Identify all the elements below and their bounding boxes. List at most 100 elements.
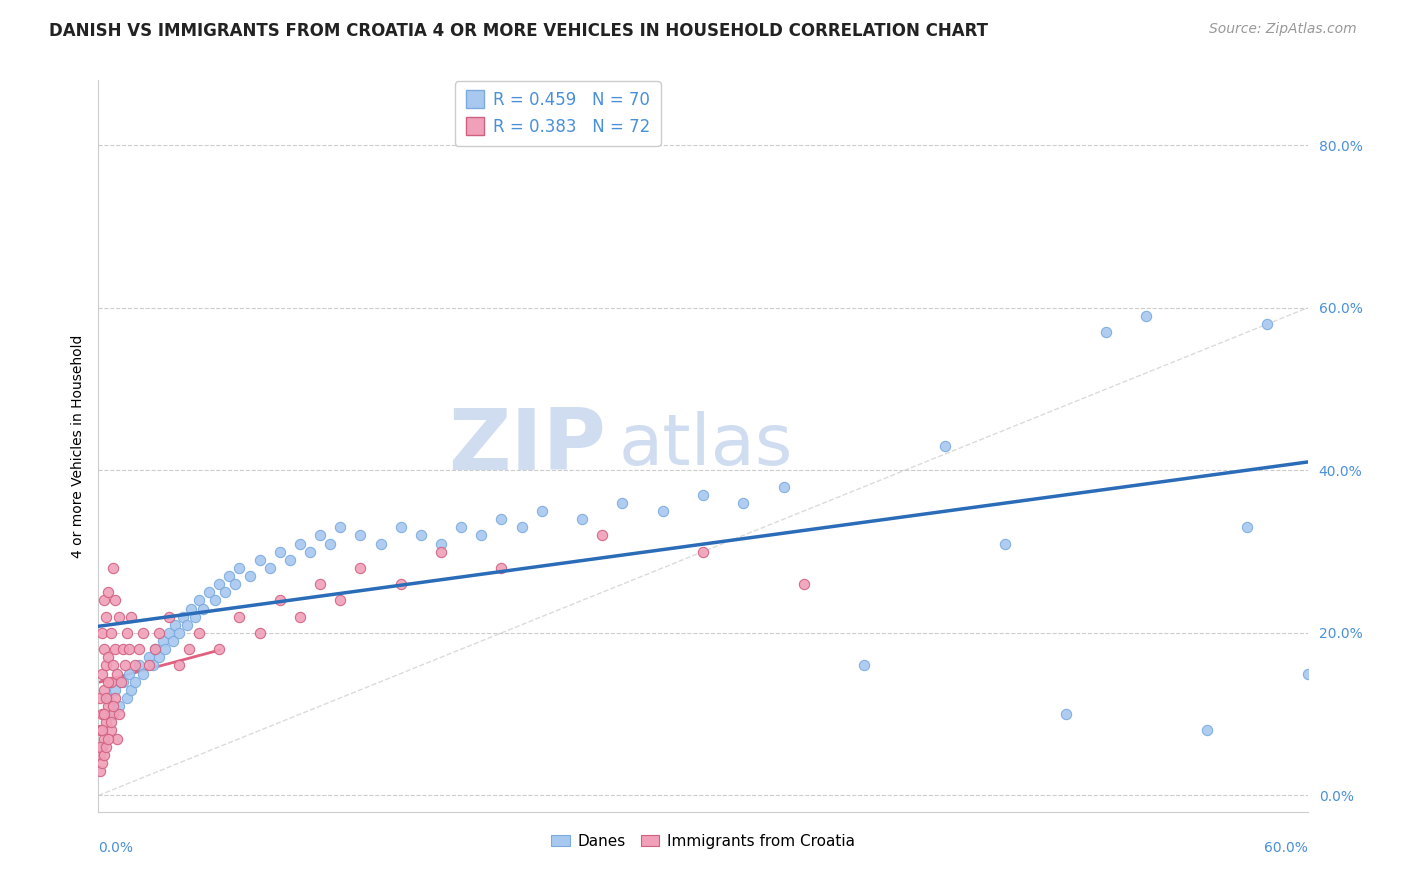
Point bbox=[89, 723, 111, 738]
Text: Source: ZipAtlas.com: Source: ZipAtlas.com bbox=[1209, 22, 1357, 37]
Point bbox=[128, 658, 150, 673]
Point bbox=[128, 642, 150, 657]
Point bbox=[1095, 325, 1118, 339]
Text: 0.0%: 0.0% bbox=[98, 841, 134, 855]
Point bbox=[93, 682, 115, 697]
Point bbox=[269, 544, 291, 558]
Point bbox=[111, 642, 134, 657]
Point bbox=[239, 569, 262, 583]
Point bbox=[132, 666, 155, 681]
Point bbox=[153, 642, 176, 657]
Point bbox=[389, 577, 412, 591]
Point bbox=[91, 666, 114, 681]
Point bbox=[162, 634, 184, 648]
Point bbox=[249, 553, 271, 567]
Point bbox=[612, 496, 634, 510]
Point bbox=[101, 707, 124, 722]
Text: 60.0%: 60.0% bbox=[1264, 841, 1308, 855]
Point bbox=[96, 609, 118, 624]
Point bbox=[228, 609, 250, 624]
Point bbox=[994, 536, 1017, 550]
Point bbox=[118, 642, 141, 657]
Point bbox=[143, 642, 166, 657]
Point bbox=[772, 480, 794, 494]
Point bbox=[138, 658, 160, 673]
Point bbox=[97, 699, 120, 714]
Point bbox=[389, 520, 412, 534]
Point bbox=[93, 707, 115, 722]
Point bbox=[97, 690, 120, 705]
Point bbox=[132, 626, 155, 640]
Point bbox=[180, 601, 202, 615]
Point bbox=[91, 756, 114, 770]
Point bbox=[491, 512, 513, 526]
Point bbox=[91, 739, 114, 754]
Point bbox=[1296, 666, 1319, 681]
Point bbox=[97, 674, 120, 689]
Point bbox=[89, 690, 111, 705]
Point bbox=[470, 528, 492, 542]
Point bbox=[188, 626, 211, 640]
Point bbox=[349, 528, 371, 542]
Point bbox=[103, 593, 125, 607]
Point bbox=[733, 496, 755, 510]
Point bbox=[143, 642, 166, 657]
Point bbox=[288, 609, 311, 624]
Point bbox=[430, 536, 453, 550]
Legend: Danes, Immigrants from Croatia: Danes, Immigrants from Croatia bbox=[546, 828, 860, 855]
Point bbox=[111, 674, 134, 689]
Point bbox=[163, 617, 186, 632]
Point bbox=[89, 739, 111, 754]
Point bbox=[249, 626, 271, 640]
Point bbox=[193, 601, 215, 615]
Point bbox=[103, 642, 125, 657]
Point bbox=[107, 699, 129, 714]
Point bbox=[115, 690, 138, 705]
Point bbox=[309, 528, 332, 542]
Point bbox=[97, 731, 120, 746]
Point bbox=[93, 747, 115, 762]
Point bbox=[107, 609, 129, 624]
Point bbox=[299, 544, 322, 558]
Point bbox=[172, 609, 194, 624]
Point bbox=[120, 609, 142, 624]
Point bbox=[96, 715, 118, 730]
Point bbox=[450, 520, 472, 534]
Point bbox=[269, 593, 291, 607]
Point bbox=[105, 731, 128, 746]
Point bbox=[198, 585, 221, 599]
Point bbox=[93, 593, 115, 607]
Point bbox=[176, 617, 198, 632]
Point bbox=[204, 593, 226, 607]
Point bbox=[96, 658, 118, 673]
Point bbox=[124, 658, 146, 673]
Point bbox=[152, 634, 174, 648]
Point bbox=[100, 626, 122, 640]
Point bbox=[142, 658, 165, 673]
Point bbox=[329, 593, 352, 607]
Point bbox=[148, 626, 170, 640]
Point bbox=[224, 577, 246, 591]
Point bbox=[1256, 317, 1278, 331]
Point bbox=[138, 650, 160, 665]
Point bbox=[100, 723, 122, 738]
Point bbox=[114, 658, 136, 673]
Point bbox=[692, 488, 714, 502]
Point bbox=[651, 504, 673, 518]
Point bbox=[218, 569, 240, 583]
Point bbox=[319, 536, 342, 550]
Point bbox=[93, 731, 115, 746]
Point bbox=[692, 544, 714, 558]
Point bbox=[278, 553, 301, 567]
Point bbox=[1195, 723, 1218, 738]
Point bbox=[103, 682, 125, 697]
Point bbox=[97, 585, 120, 599]
Point bbox=[349, 561, 371, 575]
Point bbox=[89, 747, 111, 762]
Point bbox=[91, 626, 114, 640]
Point bbox=[853, 658, 876, 673]
Point bbox=[259, 561, 281, 575]
Y-axis label: 4 or more Vehicles in Household: 4 or more Vehicles in Household bbox=[70, 334, 84, 558]
Point bbox=[97, 650, 120, 665]
Point bbox=[1135, 309, 1157, 323]
